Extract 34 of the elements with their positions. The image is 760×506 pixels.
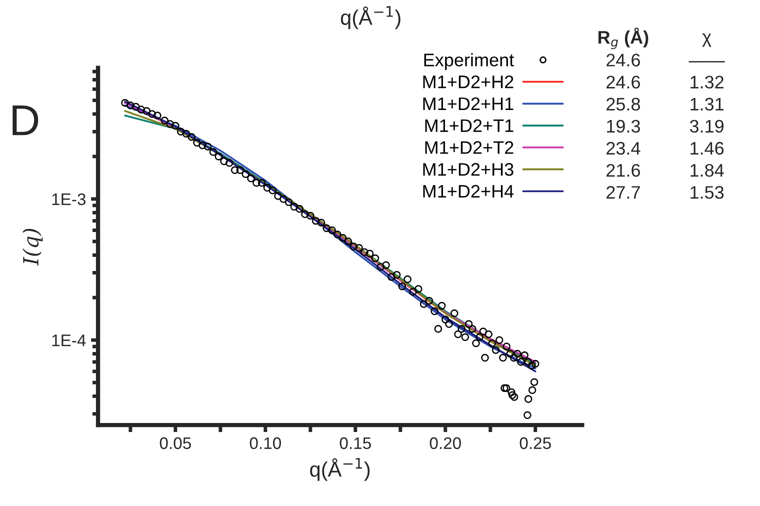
text: R$_{g}$ (Å) (598, 28, 648, 50)
x-axis-title: q(Å$^{−1}$) (310, 458, 370, 481)
legend-label: Experiment (424, 53, 514, 70)
legend-label: M1+D2+H1 (423, 97, 514, 110)
text: q(Å$^{−1}$) (340, 6, 400, 30)
text: 21.6 (606, 164, 640, 177)
text: —— (688, 61, 725, 62)
text: D (12, 105, 38, 136)
text: 1.31 (690, 98, 724, 111)
text: χ (702, 33, 712, 47)
text: 19.3 (607, 120, 640, 133)
text: 1.32 (690, 76, 724, 89)
x-tick-label: 0.25 (520, 437, 551, 450)
text: 3.19 (690, 120, 724, 133)
text: 23.4 (606, 142, 640, 155)
x-tick-label: 0.10 (250, 437, 281, 450)
legend-label: M1+D2+T1 (425, 119, 514, 132)
legend-label: M1+D2+H2 (423, 75, 514, 88)
legend-label: M1+D2+H3 (423, 163, 514, 176)
text: 1.46 (690, 142, 724, 155)
text: 25.8 (606, 98, 640, 111)
legend-label: M1+D2+T2 (425, 141, 514, 154)
y-axis-title: I(q) (22, 228, 43, 266)
y-tick-label: 1E-4 (52, 334, 86, 346)
text: 1.84 (690, 164, 724, 177)
y-tick-label: 1E-3 (52, 193, 86, 206)
legend-label: M1+D2+H4 (423, 184, 514, 198)
x-tick-label: 0.05 (160, 437, 191, 450)
x-tick-label: 0.20 (430, 437, 461, 450)
text: 1.53 (690, 186, 724, 199)
text: 24.6 (606, 76, 640, 89)
text: 27.7 (606, 186, 640, 199)
text: 24.6 (606, 54, 640, 66)
x-tick-label: 0.15 (340, 437, 371, 450)
